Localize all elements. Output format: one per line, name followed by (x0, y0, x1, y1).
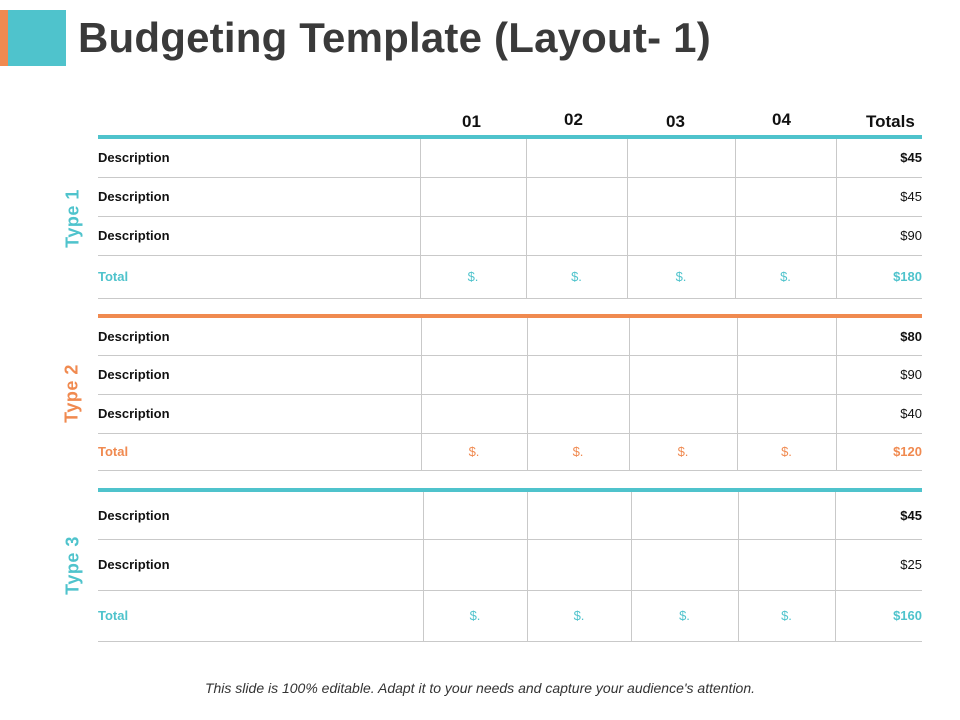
type-3-section: Description $45 Description $25 Total $.… (98, 488, 922, 643)
row-description: Description (98, 492, 423, 540)
value-cell[interactable] (420, 355, 527, 395)
column-header-03: 03 (666, 112, 685, 131)
type-2-header-bar (98, 314, 922, 318)
total-cell[interactable]: $. (737, 590, 835, 642)
row-description: Description (98, 539, 423, 591)
type-1-header-bar (98, 135, 922, 139)
value-cell[interactable] (630, 539, 738, 591)
type-2-label: Type 2 (61, 364, 82, 423)
total-cell[interactable]: $. (420, 433, 527, 471)
value-cell[interactable] (737, 539, 835, 591)
value-cell[interactable] (420, 318, 527, 356)
value-cell[interactable] (630, 492, 738, 540)
column-header-01: 01 (462, 112, 481, 131)
section-total-amount: $180 (835, 255, 922, 299)
total-label: Total (98, 255, 420, 299)
table-row: Description $90 (98, 216, 922, 256)
value-cell[interactable] (422, 492, 527, 540)
table-row: Description $45 (98, 177, 922, 217)
column-header-totals: Totals (866, 112, 915, 131)
value-cell[interactable] (736, 355, 836, 395)
total-cell[interactable]: $. (628, 433, 737, 471)
value-cell[interactable] (626, 216, 735, 256)
value-cell[interactable] (419, 216, 526, 256)
value-cell[interactable] (526, 394, 629, 434)
total-cell[interactable]: $. (626, 255, 735, 299)
type-1-label: Type 1 (62, 189, 83, 248)
value-cell[interactable] (419, 177, 526, 217)
total-cell[interactable]: $. (525, 255, 627, 299)
value-cell[interactable] (526, 355, 629, 395)
accent-bar-orange (0, 10, 8, 66)
total-label: Total (98, 433, 421, 471)
total-cell[interactable]: $. (630, 590, 738, 642)
total-label: Total (98, 590, 423, 642)
row-description: Description (98, 355, 421, 395)
value-cell[interactable] (626, 139, 735, 178)
total-cell[interactable]: $. (419, 255, 526, 299)
value-cell[interactable] (420, 394, 527, 434)
table-row: Description $25 (98, 539, 922, 591)
type-3-header-bar (98, 488, 922, 492)
total-row: Total $. $. $. $. $120 (98, 433, 922, 471)
table-row: Description $80 (98, 318, 922, 356)
value-cell[interactable] (736, 394, 836, 434)
value-cell[interactable] (626, 177, 735, 217)
type-2-section: Description $80 Description $90 Descript… (98, 314, 922, 471)
value-cell[interactable] (525, 139, 627, 178)
footer-note: This slide is 100% editable. Adapt it to… (204, 680, 756, 696)
column-header-02: 02 (564, 110, 583, 129)
value-cell[interactable] (734, 177, 836, 217)
page-title: Budgeting Template (Layout- 1) (78, 14, 711, 61)
row-total-amount: $40 (835, 394, 922, 434)
total-cell[interactable]: $. (734, 255, 836, 299)
row-description: Description (98, 318, 421, 356)
total-cell[interactable]: $. (422, 590, 527, 642)
type-1-table: Description $45 Description $45 Descript… (98, 139, 922, 299)
section-total-amount: $120 (835, 433, 922, 471)
accent-block-teal (8, 10, 66, 66)
row-total-amount: $45 (834, 492, 922, 540)
table-row: Description $45 (98, 139, 922, 178)
value-cell[interactable] (525, 177, 627, 217)
value-cell[interactable] (422, 539, 527, 591)
row-total-amount: $45 (835, 139, 922, 178)
value-cell[interactable] (526, 539, 631, 591)
table-row: Description $40 (98, 394, 922, 434)
value-cell[interactable] (736, 318, 836, 356)
value-cell[interactable] (526, 318, 629, 356)
row-total-amount: $80 (835, 318, 922, 356)
total-cell[interactable]: $. (526, 590, 631, 642)
row-description: Description (98, 139, 420, 178)
value-cell[interactable] (628, 394, 737, 434)
table-row: Description $90 (98, 355, 922, 395)
section-total-amount: $160 (834, 590, 922, 642)
type-3-table: Description $45 Description $25 Total $.… (98, 492, 922, 642)
total-cell[interactable]: $. (736, 433, 836, 471)
value-cell[interactable] (734, 216, 836, 256)
column-header-04: 04 (772, 110, 791, 129)
row-total-amount: $90 (835, 216, 922, 256)
value-cell[interactable] (628, 318, 737, 356)
row-description: Description (98, 394, 421, 434)
row-total-amount: $45 (835, 177, 922, 217)
value-cell[interactable] (734, 139, 836, 178)
value-cell[interactable] (525, 216, 627, 256)
type-1-section: Description $45 Description $45 Descript… (98, 135, 922, 299)
total-cell[interactable]: $. (526, 433, 629, 471)
total-row: Total $. $. $. $. $160 (98, 590, 922, 642)
row-description: Description (98, 177, 420, 217)
type-2-table: Description $80 Description $90 Descript… (98, 318, 922, 471)
total-row: Total $. $. $. $. $180 (98, 255, 922, 299)
value-cell[interactable] (419, 139, 526, 178)
value-cell[interactable] (737, 492, 835, 540)
row-total-amount: $90 (835, 355, 922, 395)
row-total-amount: $25 (834, 539, 922, 591)
type-3-label: Type 3 (62, 536, 83, 595)
value-cell[interactable] (526, 492, 631, 540)
row-description: Description (98, 216, 420, 256)
value-cell[interactable] (628, 355, 737, 395)
table-row: Description $45 (98, 492, 922, 540)
